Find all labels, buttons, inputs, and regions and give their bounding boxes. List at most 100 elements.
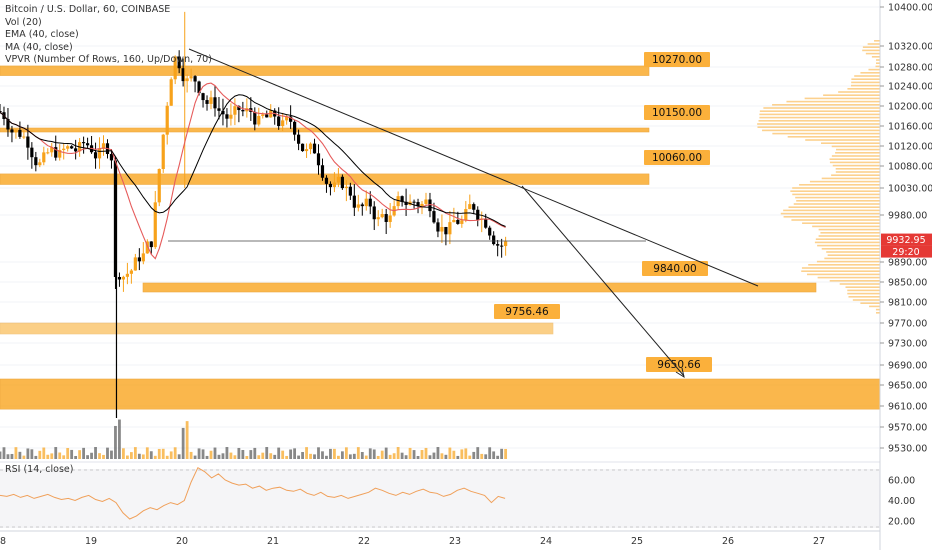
volume-bar <box>98 453 101 459</box>
level-label-box <box>644 105 710 120</box>
level-label: 10150.00 <box>652 107 702 119</box>
candle-body <box>496 244 500 246</box>
volume-bar <box>321 451 324 459</box>
candle-body <box>169 79 173 106</box>
volume-bar <box>82 447 86 459</box>
candle-body <box>10 129 14 133</box>
volume-bar <box>364 455 368 459</box>
candle-body <box>205 100 209 104</box>
vpvr-bar <box>758 120 880 122</box>
vpvr-bar <box>869 305 880 308</box>
vpvr-bar <box>827 254 880 256</box>
rsi-legend[interactable]: RSI (14, close) <box>5 464 74 475</box>
vpvr-bar <box>860 72 880 74</box>
candle-body <box>62 148 66 150</box>
candle-body <box>432 211 436 223</box>
price-tick-label: 9770.00 <box>888 319 927 330</box>
candle-body <box>54 147 58 158</box>
candle-body <box>14 129 18 133</box>
candle-body <box>289 116 293 122</box>
volume-bar <box>145 447 149 459</box>
vpvr-bar <box>801 270 880 272</box>
vpvr-bar <box>792 187 880 189</box>
candle-body <box>197 81 201 94</box>
vpvr-bar <box>821 142 880 144</box>
vpvr-bar <box>820 232 880 234</box>
vpvr-bar <box>839 283 880 285</box>
volume-bar <box>273 454 277 459</box>
vpvr-bar <box>787 136 880 138</box>
vpvr-bar <box>759 113 880 116</box>
legend-ema[interactable]: EMA (40, close) <box>5 29 79 41</box>
vpvr-bar <box>835 171 880 173</box>
volume-bar <box>114 425 117 459</box>
candle-body <box>372 206 376 220</box>
candle-body <box>18 129 22 137</box>
candle-body <box>336 176 341 183</box>
projection-arrow-head <box>675 367 685 379</box>
vpvr-bar <box>852 299 880 301</box>
trendline-descending <box>188 48 759 287</box>
candle-body <box>153 202 157 248</box>
candle-body <box>213 97 217 109</box>
volume-bar <box>106 447 109 459</box>
volume-bar <box>325 455 328 459</box>
candle-body <box>277 116 281 127</box>
candle-body <box>181 68 185 82</box>
vpvr-bar <box>763 107 880 109</box>
time-tick-label: 26 <box>722 536 734 547</box>
candle-body <box>312 143 317 154</box>
vpvr-bar <box>792 193 880 196</box>
vpvr-bar <box>783 216 880 218</box>
volume-bar <box>149 451 153 459</box>
candle-body <box>293 121 297 135</box>
candle-body <box>328 183 333 188</box>
rsi-line <box>0 466 506 520</box>
price-tick-label: 9570.00 <box>888 423 927 434</box>
time-axis: 18 19 20 21 22 23 24 25 26 27 <box>0 530 880 547</box>
volume-bar <box>317 447 320 459</box>
volume-bar <box>58 452 62 459</box>
candle-body <box>101 143 106 149</box>
vpvr-bar <box>812 225 880 228</box>
vpvr-bar <box>876 59 880 61</box>
candle-body <box>281 120 285 127</box>
level-label: 9840.00 <box>653 263 696 275</box>
vpvr-bar <box>868 68 880 71</box>
volume-bar <box>376 455 380 459</box>
legend-volume[interactable]: Vol (20) <box>5 16 42 28</box>
legend-symbol[interactable]: Bitcoin / U.S. Dollar, 60, COINBASE <box>5 4 171 15</box>
volume-bar <box>372 449 376 459</box>
vpvr-bar <box>847 289 880 292</box>
vpvr-bar <box>790 190 880 192</box>
vpvr-bar <box>786 100 880 103</box>
volume-bar <box>165 455 169 459</box>
rsi-band <box>0 469 880 528</box>
price-axis: 10400.00 10320.00 10280.00 10240.00 10200.00… <box>879 0 932 550</box>
candle-body <box>380 214 384 218</box>
volume-bar <box>233 455 237 459</box>
vpvr-bar <box>799 184 880 186</box>
candle-body <box>82 142 86 144</box>
volume-bar <box>62 455 66 459</box>
candle-body <box>74 148 78 152</box>
rsi-pane <box>0 461 880 528</box>
price-tick-label: 10280.00 <box>888 63 932 74</box>
legend-vpvr[interactable]: VPVR (Number Of Rows, 160, Up/Down, 70) <box>5 54 212 66</box>
volume-bar <box>352 453 356 459</box>
candle-body <box>129 270 133 274</box>
vpvr-bar <box>829 161 880 164</box>
candle-body <box>38 162 42 166</box>
candle-body <box>109 153 114 161</box>
vpvr-bar <box>835 152 880 154</box>
candle-body <box>85 143 90 146</box>
vpvr-bar <box>847 88 880 90</box>
volume-bar <box>14 447 18 459</box>
legend-ma[interactable]: MA (40, close) <box>5 41 73 53</box>
level-label: 10060.00 <box>652 152 702 164</box>
vpvr-bar <box>801 267 880 269</box>
candle-body <box>500 245 504 247</box>
candle-body <box>221 110 225 115</box>
volume-bar <box>464 448 468 459</box>
